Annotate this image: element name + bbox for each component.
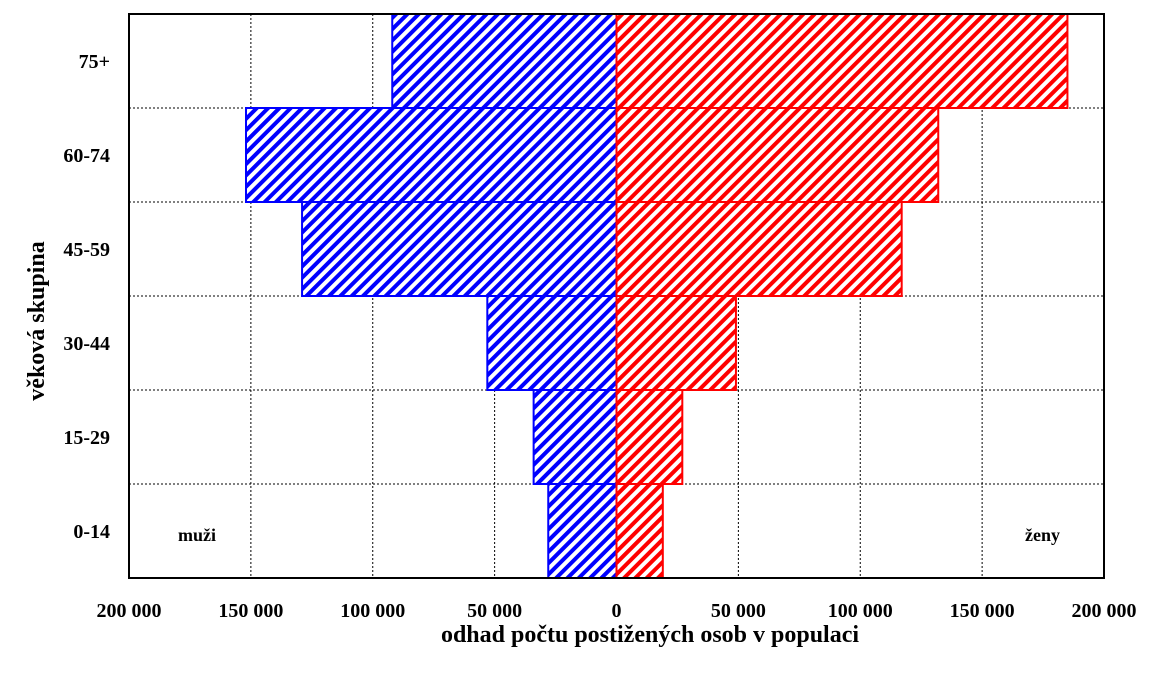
x-axis-title: odhad počtu postižených osob v populaci (441, 622, 859, 648)
bar-zeny-30-44 (615, 295, 737, 391)
y-tick-label: 15-29 (63, 427, 110, 449)
x-tick-labels: 200 000 150 000 100 000 50 000 0 50 000 100 00… (97, 600, 1137, 622)
y-tick-labels: 0-14 15-29 30-44 45-59 60-74 75+ (63, 51, 110, 543)
y-tick-label: 45-59 (63, 239, 110, 261)
x-tick-label: 200 000 (1072, 600, 1137, 622)
bar-muzi-45-59 (301, 201, 618, 297)
bar-muzi-15-29 (532, 389, 618, 485)
bars (245, 13, 1069, 579)
x-tick-label: 200 000 (97, 600, 162, 622)
bar-zeny-0-14 (615, 483, 664, 579)
bar-zeny-15-29 (615, 389, 684, 485)
bar-muzi-75+ (391, 13, 618, 109)
bar-zeny-75+ (615, 13, 1069, 109)
bar-muzi-60-74 (245, 107, 618, 203)
x-tick-label: 50 000 (467, 600, 522, 622)
x-tick-label: 100 000 (340, 600, 405, 622)
y-tick-label: 30-44 (63, 333, 110, 355)
x-tick-label: 0 (612, 600, 622, 622)
bar-muzi-30-44 (486, 295, 618, 391)
bar-zeny-45-59 (615, 201, 903, 297)
y-tick-label: 75+ (79, 51, 110, 73)
x-tick-label: 150 000 (950, 600, 1015, 622)
y-tick-label: 0-14 (73, 521, 110, 543)
left-series-label: muži (178, 525, 216, 545)
y-tick-label: 60-74 (63, 145, 110, 167)
right-series-label: ženy (1025, 525, 1060, 545)
y-axis-title: věková skupina (24, 241, 50, 400)
plot-frame (128, 13, 1105, 579)
bar-zeny-60-74 (615, 107, 940, 203)
bar-muzi-0-14 (547, 483, 618, 579)
x-tick-label: 150 000 (218, 600, 283, 622)
x-tick-label: 100 000 (828, 600, 893, 622)
x-tick-label: 50 000 (711, 600, 766, 622)
